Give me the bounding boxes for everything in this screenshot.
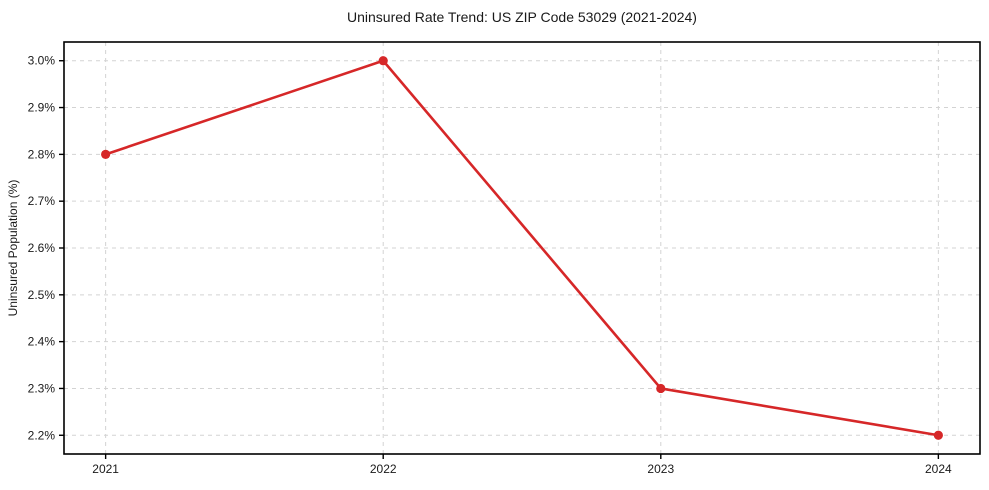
chart-title: Uninsured Rate Trend: US ZIP Code 53029 … <box>347 9 697 25</box>
y-tick-label: 3.0% <box>28 54 56 68</box>
data-point-marker <box>101 149 111 159</box>
y-tick-label: 2.3% <box>28 381 56 395</box>
plot-border <box>63 41 981 455</box>
data-point-marker <box>656 383 666 394</box>
y-tick-label: 2.2% <box>28 428 56 442</box>
x-tick-label: 2021 <box>92 462 119 476</box>
y-tick-label: 2.5% <box>28 288 56 302</box>
y-tick-label: 2.7% <box>28 194 56 208</box>
data-point-marker <box>933 430 943 440</box>
trend-line <box>104 59 940 437</box>
x-tick-label: 2024 <box>925 462 952 476</box>
y-tick-label: 2.9% <box>28 101 56 115</box>
x-tick-label: 2022 <box>370 462 397 476</box>
y-tick-label: 2.4% <box>28 335 56 349</box>
y-tick-label: 2.6% <box>28 241 56 255</box>
data-point-marker <box>378 56 388 66</box>
y-tick-label: 2.8% <box>28 147 56 161</box>
x-tick-label: 2023 <box>647 462 674 476</box>
